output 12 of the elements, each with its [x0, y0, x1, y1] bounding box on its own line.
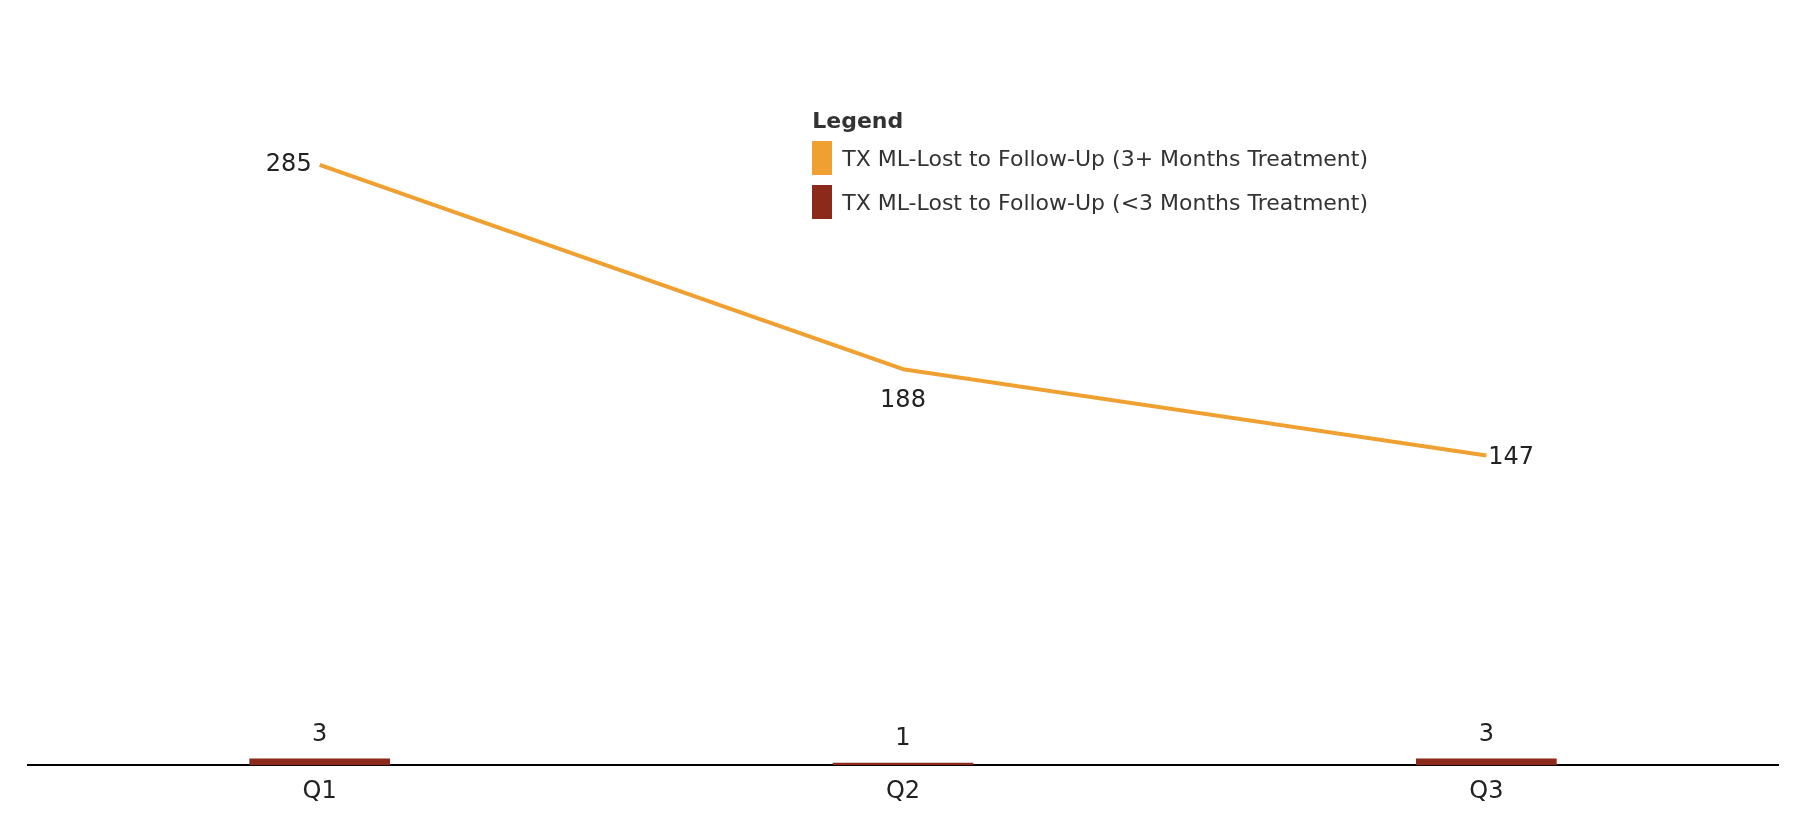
data-label: 3: [1478, 719, 1494, 748]
x-tick-label: Q1: [302, 775, 337, 804]
legend-label: TX ML-Lost to Follow-Up (<3 Months Treatment): [842, 189, 1368, 215]
data-label: 285: [265, 149, 312, 178]
x-tick-label: Q2: [885, 775, 921, 804]
legend-title: Legend: [812, 108, 905, 133]
data-label: 147: [1488, 441, 1535, 470]
x-tick-label: Q3: [1469, 775, 1504, 804]
data-label: 3: [312, 719, 328, 748]
legend-label: TX ML-Lost to Follow-Up (3+ Months Treatment): [842, 145, 1368, 171]
data-label: 1: [895, 723, 911, 752]
data-label: 188: [880, 385, 926, 414]
